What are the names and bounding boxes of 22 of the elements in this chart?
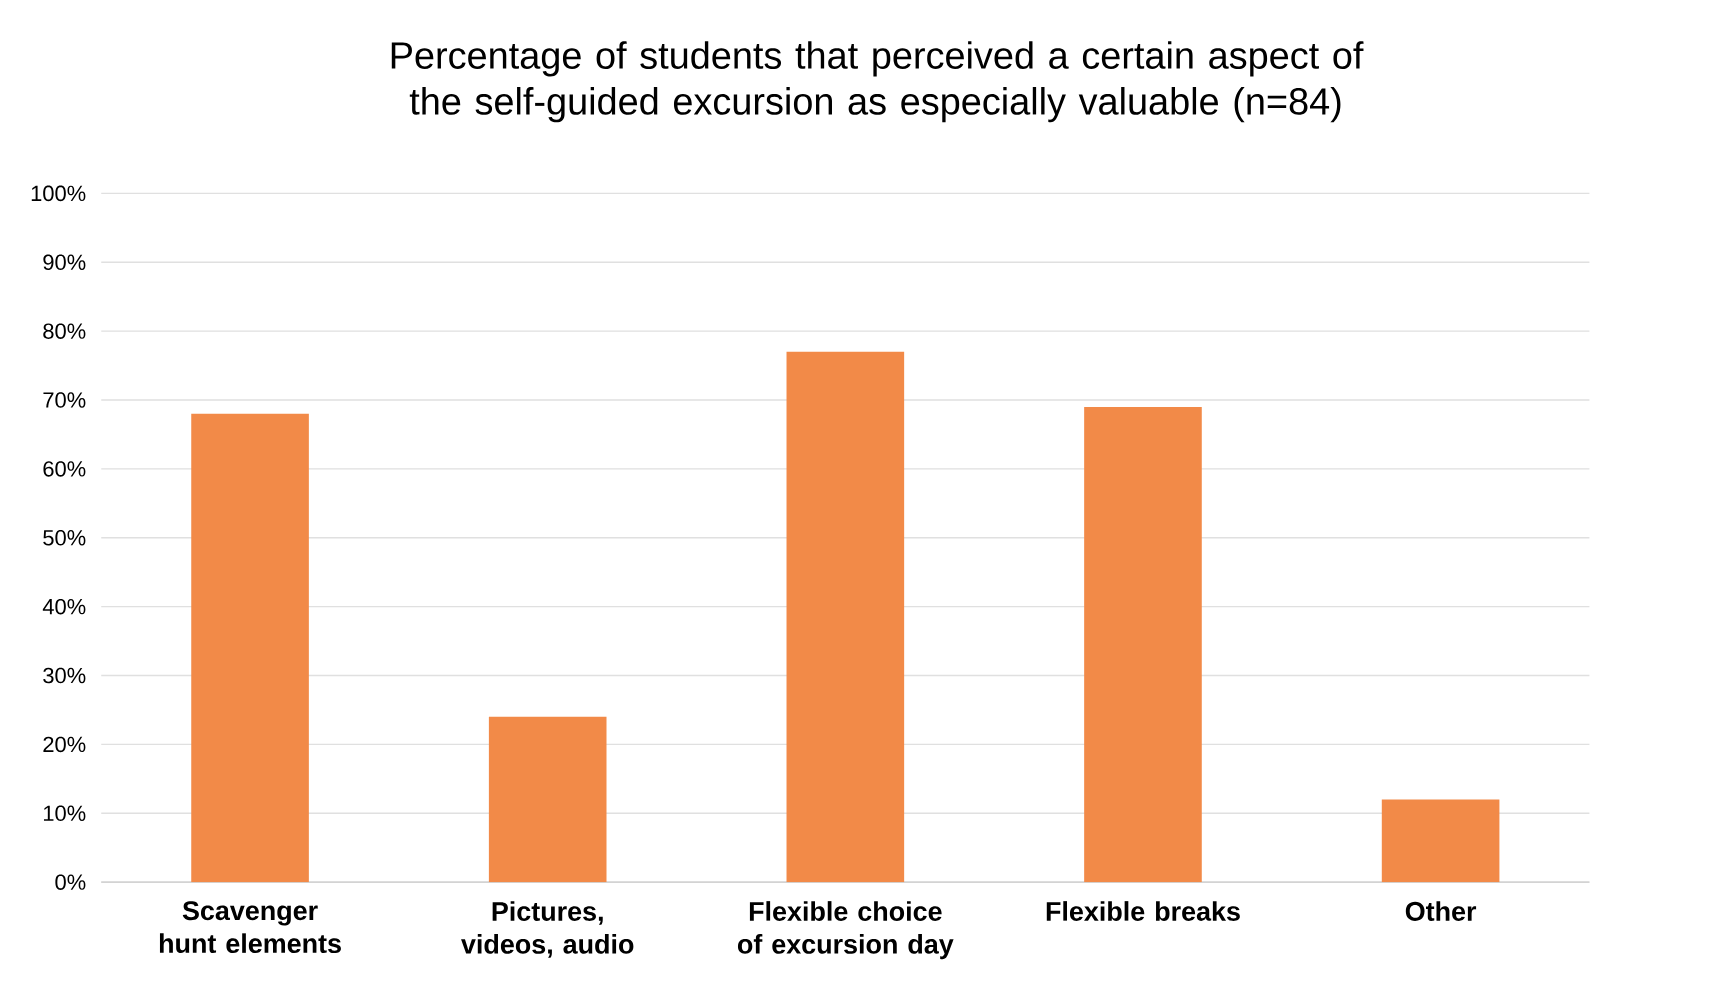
x-tick-label: Other <box>1405 901 1477 921</box>
x-tick-label: Pictures, videos, audio <box>461 901 634 958</box>
y-tick-label: 50% <box>43 530 86 546</box>
y-tick-label: 10% <box>43 805 86 822</box>
bar <box>1084 406 1202 883</box>
y-tick-label: 70% <box>43 392 86 408</box>
chart-title: Percentage of students that perceived a certain aspect of the self-guided excursion as especially valuable (n=84) <box>391 41 1364 123</box>
x-tick-label: Flexible breaks <box>1046 901 1240 921</box>
y-tick-label: 0% <box>55 874 86 891</box>
y-tick-label: 20% <box>43 736 86 753</box>
bar <box>786 351 905 883</box>
x-tick-label: Scavenger hunt elements <box>159 901 341 954</box>
bar <box>191 413 309 883</box>
x-tick-label: Flexible choice of excursion day <box>737 901 954 960</box>
y-tick-label: 90% <box>43 254 86 271</box>
y-tick-label: 30% <box>43 667 86 684</box>
y-tick-label: 100% <box>31 185 86 202</box>
y-tick-label: 60% <box>43 461 86 477</box>
y-tick-label: 40% <box>42 599 86 615</box>
bar <box>1381 799 1500 883</box>
bar <box>488 716 607 883</box>
y-tick-label: 80% <box>43 323 86 339</box>
